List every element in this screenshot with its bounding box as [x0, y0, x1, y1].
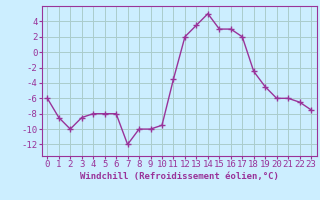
X-axis label: Windchill (Refroidissement éolien,°C): Windchill (Refroidissement éolien,°C) [80, 172, 279, 181]
